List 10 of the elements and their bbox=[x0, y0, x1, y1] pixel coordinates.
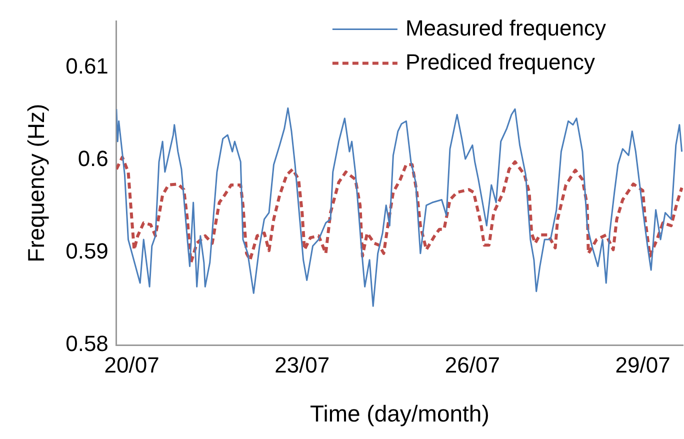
legend-label: Measured frequency bbox=[405, 15, 606, 40]
y-axis-title: Frequency (Hz) bbox=[23, 104, 50, 262]
x-tick-label: 26/07 bbox=[444, 352, 500, 378]
x-tick-label: 23/07 bbox=[274, 352, 330, 378]
y-tick-label: 0.59 bbox=[66, 238, 108, 264]
y-tick-label: 0.6 bbox=[78, 146, 108, 172]
x-tick-label: 29/07 bbox=[615, 352, 670, 378]
x-axis-title: Time (day/month) bbox=[310, 400, 490, 427]
legend-label: Prediced frequency bbox=[405, 49, 596, 74]
y-tick-label: 0.61 bbox=[66, 54, 108, 79]
